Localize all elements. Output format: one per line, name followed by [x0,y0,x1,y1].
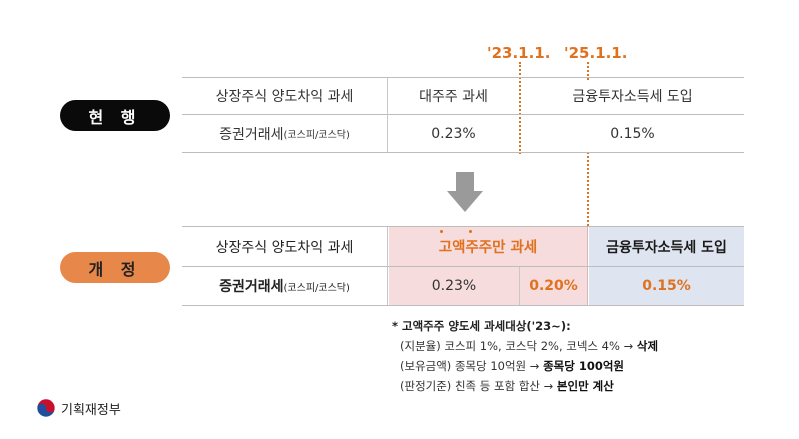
current-row1-label: 상장주식 양도차익 과세 [215,89,354,105]
footnote-line-1-bold: 삭제 [636,339,659,353]
ministry-name: 기획재정부 [61,402,121,418]
revised-table-top-border [182,226,744,227]
revised-row2-rate2: 0.20% [529,278,578,294]
date-2025: '25.1.1. [564,44,628,62]
current-badge: 현 행 [60,100,170,131]
date-marker-2023 [519,62,521,154]
current-table-bottom-border [182,152,744,153]
date-2023: '23.1.1. [487,44,551,62]
down-arrow-icon [447,172,483,212]
footnote-line-2-bold: 종목당 100억원 [543,359,625,373]
revised-table-bottom-border [182,305,744,306]
revised-badge: 개 정 [60,252,170,283]
current-table-mid-border [182,114,744,115]
footnotes: * 고액주주 양도세 과세대상('23~): (지분율) 코스피 1%, 코스닥… [392,316,658,396]
ministry-logo: 기획재정부 [36,398,121,418]
revised-row1-fintax: 금융투자소득세 도입 [606,239,727,256]
footnote-line-3: (판정기준) 친족 등 포함 합산 → 본인만 계산 [392,376,658,396]
footnote-title: * 고액주주 양도세 과세대상('23~): [392,319,571,333]
current-row2-rate1: 0.23% [431,125,476,142]
revised-rate-divider [519,267,520,305]
current-table-top-border [182,77,744,78]
revised-row1-label: 상장주식 양도차익 과세 [215,239,354,256]
current-row2-label-sub: (코스피/코스닥) [283,130,350,141]
footnote-line-3-text: (판정기준) 친족 등 포함 합산 → [400,379,557,393]
footnote-line-1: (지분율) 코스피 1%, 코스닥 2%, 코넥스 4% → 삭제 [392,336,658,356]
footnote-line-2: (보유금액) 종목당 10억원 → 종목당 100억원 [392,356,658,376]
revised-row2-label: 증권거래세 (코스피/코스닥) [182,267,387,305]
current-row2-label-main: 증권거래세 [219,126,284,143]
revised-section-divider [587,227,588,305]
current-row2-rate2: 0.15% [610,125,655,142]
current-table-divider [387,78,388,152]
revised-table-mid-border [182,266,744,267]
taegeuk-icon [36,398,56,418]
footnote-line-2-text: (보유금액) 종목당 10억원 → [400,359,544,373]
revised-row2-rate3: 0.15% [642,278,691,294]
current-row2-label: 증권거래세 (코스피/코스닥) [182,115,387,152]
date-marker-2025 [587,62,589,80]
current-row1-major-shareholder: 대주주 과세 [419,89,488,105]
emphasis-dot [440,230,443,233]
emphasis-dot [469,230,472,233]
revised-row2-label-sub: (코스피/코스닥) [283,282,350,294]
current-row1-fintax: 금융투자소득세 도입 [572,89,693,105]
footnote-line-1-text: (지분율) 코스피 1%, 코스닥 2%, 코넥스 4% → [400,339,637,353]
revised-table-divider [387,227,388,305]
revised-row2-rate1: 0.23% [431,278,477,294]
date-marker-2025-lower [587,152,589,226]
revised-row1-high-shareholder: 고액주주만 과세 [438,240,538,256]
footnote-line-3-bold: 본인만 계산 [556,379,614,393]
revised-row2-label-main: 증권거래세 [219,279,284,295]
